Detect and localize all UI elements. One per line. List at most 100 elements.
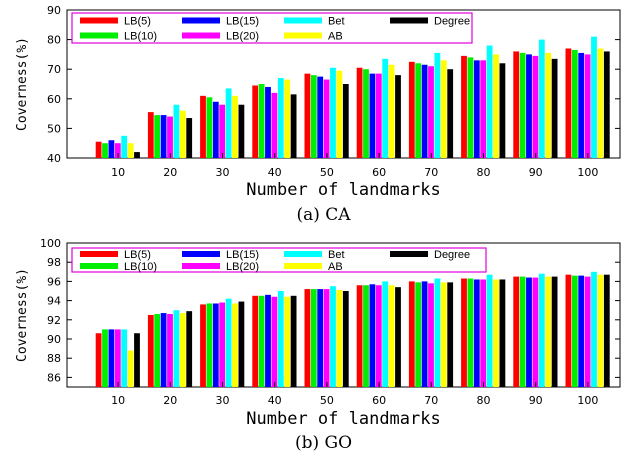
bar-degree-100 [603, 51, 610, 158]
figure-caption: (b) GO [295, 433, 352, 453]
bar-degree-80 [499, 63, 506, 158]
y-axis-title: Coverness(%) [15, 37, 30, 131]
bar-lb5-20 [147, 112, 154, 158]
legend-swatch [182, 32, 220, 39]
bar-bet-80 [486, 45, 493, 158]
bar-lb15-20 [160, 115, 167, 158]
y-tick-label: 70 [47, 63, 61, 76]
x-tick-label: 20 [163, 394, 177, 407]
bar-degree-60 [395, 75, 401, 158]
bar-lb5-50 [304, 289, 311, 387]
bar-lb10-70 [415, 63, 422, 158]
bar-bet-20 [173, 310, 180, 387]
x-tick-label: 30 [216, 166, 230, 179]
bar-degree-100 [603, 274, 610, 387]
bar-lb20-10 [114, 143, 121, 158]
y-axis-title: Coverness(%) [15, 268, 30, 362]
x-tick-label: 30 [216, 394, 230, 407]
bar-lb5-90 [513, 51, 520, 158]
legend-swatch [284, 263, 322, 269]
bar-lb10-90 [519, 276, 526, 387]
bar-bet-70 [434, 52, 441, 158]
bar-lb15-70 [421, 64, 428, 158]
legend-swatch [182, 263, 220, 269]
bar-bet-10 [121, 329, 128, 387]
bar-lb5-10 [95, 141, 102, 158]
legend-swatch [284, 251, 322, 257]
bar-bet-30 [225, 298, 232, 387]
bar-lb5-60 [356, 285, 363, 387]
x-tick-label: 80 [477, 166, 491, 179]
y-tick-label: 60 [47, 93, 61, 106]
y-tick-label: 98 [47, 256, 61, 269]
x-tick-label: 90 [529, 166, 543, 179]
bar-ab-30 [232, 95, 238, 158]
chart-1: 40 50 60 70 80 90 10 20 30 40 50 60 70 80 90 100 Coverne… [15, 4, 621, 225]
bar-bet-40 [277, 78, 284, 158]
bar-degree-50 [342, 291, 349, 387]
bar-lb15-40 [265, 294, 271, 387]
bar-degree-40 [290, 295, 297, 387]
bar-degree-50 [342, 84, 349, 158]
bar-ab-60 [388, 285, 395, 387]
y-tick-label: 40 [47, 152, 61, 165]
legend-swatch [182, 251, 220, 257]
bar-lb5-70 [408, 61, 415, 158]
bar-degree-90 [551, 58, 558, 159]
legend-label: LB(5) [124, 249, 151, 261]
bar-lb5-100 [565, 274, 572, 387]
bar-lb15-30 [212, 303, 219, 387]
bar-lb15-90 [526, 277, 532, 387]
bar-lb20-90 [532, 55, 539, 158]
bar-degree-70 [447, 69, 454, 158]
legend-label: Bet [328, 16, 345, 28]
bar-ab-30 [232, 303, 238, 387]
bar-ab-90 [545, 52, 552, 158]
legend-label: LB(15) [226, 16, 259, 28]
bar-ab-80 [493, 279, 499, 387]
bar-degree-20 [186, 118, 193, 158]
bar-lb5-40 [252, 295, 259, 387]
legend-label: LB(10) [124, 261, 157, 273]
bar-lb15-30 [212, 101, 219, 158]
bar-lb10-10 [102, 329, 108, 387]
bar-lb15-50 [317, 76, 324, 158]
bar-lb15-70 [421, 281, 428, 387]
bar-ab-80 [493, 54, 499, 158]
bar-lb20-60 [375, 73, 382, 158]
legend-swatch [182, 17, 220, 24]
y-tick-label: 86 [47, 371, 61, 384]
bar-lb5-40 [252, 85, 259, 158]
bar-lb20-30 [219, 104, 226, 158]
y-tick-label: 80 [47, 34, 61, 47]
bar-lb15-50 [317, 289, 324, 387]
bar-lb20-30 [219, 302, 226, 387]
bar-lb15-20 [160, 313, 167, 387]
y-tick-label: 94 [47, 295, 61, 308]
bar-lb15-60 [369, 73, 376, 158]
x-tick-label: 40 [268, 166, 282, 179]
bar-lb10-60 [363, 69, 369, 158]
x-axis-title: Number of landmarks [246, 409, 440, 429]
bar-lb15-40 [265, 86, 271, 158]
bar-lb10-20 [154, 115, 161, 158]
bar-lb10-10 [102, 143, 108, 158]
x-tick-label: 10 [111, 166, 125, 179]
legend-swatch [80, 263, 118, 269]
x-tick-label: 50 [320, 166, 334, 179]
bar-lb20-60 [375, 285, 382, 387]
x-tick-label: 90 [529, 394, 543, 407]
bar-lb20-50 [323, 79, 330, 158]
bar-ab-40 [284, 79, 291, 158]
legend-swatch [80, 32, 118, 39]
legend-label: Degree [434, 249, 470, 261]
bar-lb20-40 [271, 92, 278, 158]
bar-degree-10 [134, 333, 140, 387]
bar-lb20-100 [584, 54, 591, 158]
bar-lb20-100 [584, 276, 591, 387]
bar-lb5-10 [95, 333, 102, 387]
bar-lb5-70 [408, 281, 415, 387]
bar-ab-50 [336, 70, 343, 158]
x-tick-label: 50 [320, 394, 334, 407]
